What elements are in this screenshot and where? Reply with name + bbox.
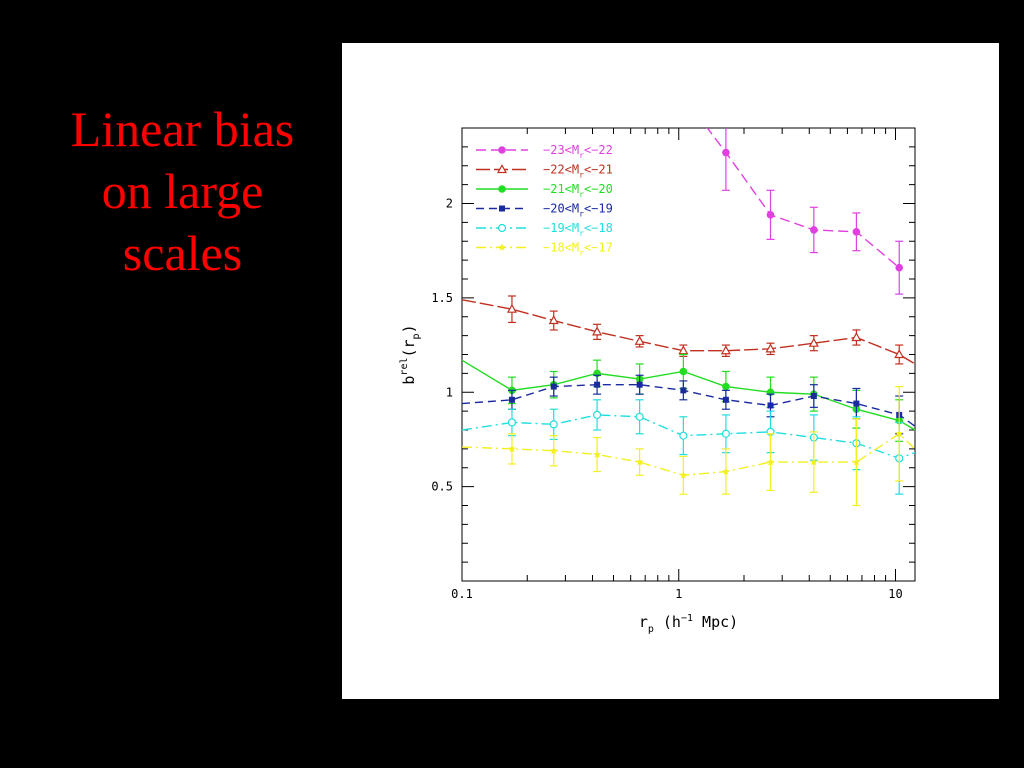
chart-panel: −23<Mr<−22 −22<Mr<−21 −21<Mr<−20 −20<Mr<−19… xyxy=(342,43,999,699)
series-line-1 xyxy=(462,299,915,365)
data-point xyxy=(766,211,775,219)
series-line-5 xyxy=(462,432,915,477)
y-tick-label: 2 xyxy=(446,197,453,211)
data-point xyxy=(680,387,687,394)
legend-label: −22<Mr<−21 xyxy=(543,163,613,180)
series-1 xyxy=(462,295,915,365)
data-point xyxy=(592,326,603,336)
legend-marker xyxy=(498,146,506,154)
legend-entry-3: −20<Mr<−19 xyxy=(476,202,613,219)
data-point xyxy=(721,467,730,475)
data-point xyxy=(679,431,688,440)
legend-entry-4: −19<Mr<−18 xyxy=(476,221,613,238)
series-4 xyxy=(462,399,915,495)
data-point xyxy=(506,303,517,313)
series-line-3 xyxy=(462,384,915,427)
x-tick-label: 10 xyxy=(888,587,902,601)
data-point xyxy=(852,457,861,466)
data-point xyxy=(766,457,775,466)
legend-marker xyxy=(499,205,505,212)
data-point xyxy=(636,381,643,388)
series-3 xyxy=(462,374,915,435)
data-point xyxy=(852,228,861,236)
series-line-0 xyxy=(706,128,900,269)
plot-frame xyxy=(461,127,916,582)
x-tick-label: 0.1 xyxy=(451,587,473,601)
data-point xyxy=(767,402,774,409)
data-point xyxy=(592,410,602,419)
data-point xyxy=(679,367,688,376)
series-2 xyxy=(462,353,915,442)
legend-marker xyxy=(498,243,506,251)
x-axis-label: rp (h−1 Mpc) xyxy=(639,613,738,635)
data-point xyxy=(895,263,904,272)
data-point xyxy=(635,457,644,466)
data-point xyxy=(809,457,818,466)
data-point xyxy=(679,471,688,479)
data-point xyxy=(851,332,862,342)
data-point xyxy=(894,349,905,359)
y-tick-label: 1.5 xyxy=(431,291,453,305)
legend-entry-1: −22<Mr<−21 xyxy=(476,163,613,180)
y-axis-label: brel(rp) xyxy=(399,324,422,384)
data-point xyxy=(720,345,731,355)
legend-entry-5: −18<Mr<−17 xyxy=(476,241,613,258)
data-point xyxy=(549,446,558,455)
data-point xyxy=(548,315,559,325)
data-point xyxy=(635,412,644,421)
slide-title-line-3: scales xyxy=(122,225,243,281)
legend-label: −21<Mr<−20 xyxy=(543,182,613,199)
data-point xyxy=(507,418,517,427)
legend-label: −19<Mr<−18 xyxy=(543,221,613,238)
data-point xyxy=(550,383,557,390)
data-point xyxy=(593,450,602,458)
y-tick-label: 1 xyxy=(446,385,453,399)
data-point xyxy=(810,226,818,234)
legend-marker xyxy=(498,185,506,193)
data-point xyxy=(508,444,516,453)
legend-label: −23<Mr<−22 xyxy=(543,143,613,160)
bias-chart: −23<Mr<−22 −22<Mr<−21 −21<Mr<−20 −20<Mr<−19… xyxy=(399,127,916,635)
data-point xyxy=(549,420,558,429)
series-line-2 xyxy=(462,359,915,431)
data-point xyxy=(678,345,689,355)
series-5 xyxy=(462,385,915,507)
slide-title-line-2: on large xyxy=(101,163,264,219)
data-point xyxy=(722,382,730,391)
legend-entry-0: −23<Mr<−22 xyxy=(476,143,613,160)
legend-label: −18<Mr<−17 xyxy=(543,241,613,258)
legend-entry-2: −21<Mr<−20 xyxy=(476,182,613,199)
data-point xyxy=(722,148,730,157)
data-point xyxy=(721,429,730,438)
data-point xyxy=(722,396,729,403)
data-point xyxy=(853,400,860,407)
legend-marker xyxy=(497,223,507,233)
data-point xyxy=(810,393,817,400)
data-point xyxy=(634,335,645,345)
y-tick-label: 0.5 xyxy=(431,480,453,494)
legend-marker xyxy=(496,164,508,174)
series-0 xyxy=(706,128,904,295)
data-point xyxy=(508,396,515,403)
data-point xyxy=(895,429,904,438)
data-point xyxy=(594,381,601,388)
legend-label: −20<Mr<−19 xyxy=(543,202,613,219)
data-point xyxy=(765,343,776,353)
slide-title-line-1: Linear bias xyxy=(70,101,295,157)
series-line-4 xyxy=(462,414,915,460)
x-tick-label: 1 xyxy=(675,587,682,601)
slide-title: Linear bias on large scales xyxy=(40,98,325,284)
data-point xyxy=(808,337,819,347)
